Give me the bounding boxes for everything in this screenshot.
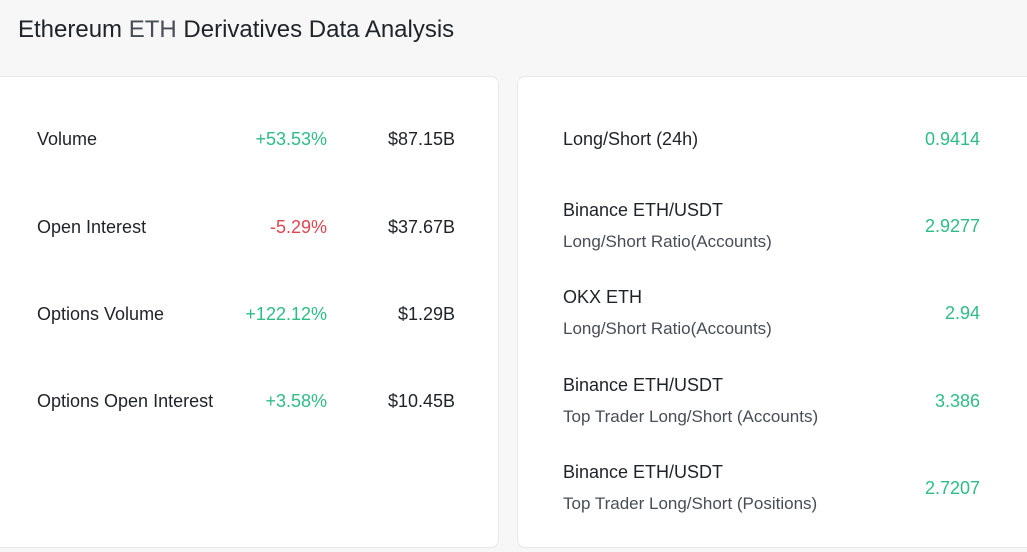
metric-change: +122.12%: [245, 304, 327, 324]
ratio-value: 2.7207: [924, 478, 980, 498]
ratio-name: Binance ETH/USDT: [563, 375, 724, 395]
ratio-subtitle: Long/Short Ratio(Accounts): [563, 232, 772, 251]
ratio-value: 3.386: [934, 391, 980, 411]
metric-value: $37.67B: [387, 217, 455, 237]
metric-value: $10.45B: [387, 391, 455, 411]
long-short-card: Long/Short (24h) 0.9414 Binance ETH/USDT…: [517, 76, 1027, 548]
metric-change: -5.29%: [269, 217, 327, 237]
ratio-subtitle: Top Trader Long/Short (Positions): [563, 494, 818, 513]
metric-name: Options Volume: [37, 304, 165, 324]
ratio-name: Long/Short (24h): [563, 129, 699, 149]
ratio-value: 2.9277: [924, 216, 980, 236]
ratio-subtitle: Long/Short Ratio(Accounts): [563, 319, 772, 338]
metric-change: +53.53%: [255, 129, 327, 149]
metric-name: Volume: [37, 129, 98, 149]
metric-name: Open Interest: [37, 217, 147, 237]
metric-row-open-interest: Open Interest -5.29% $37.67B: [0, 207, 498, 247]
ratio-value: 2.94: [944, 303, 980, 323]
metric-row-options-volume: Options Volume +122.12% $1.29B: [0, 294, 498, 334]
title-suffix: Derivatives Data Analysis: [183, 16, 455, 43]
ratio-name: OKX ETH: [563, 287, 643, 307]
title-ticker: ETH: [128, 16, 177, 43]
ratio-value: 0.9414: [924, 129, 980, 149]
ratio-name: Binance ETH/USDT: [563, 200, 724, 220]
metric-row-options-open-interest: Options Open Interest +3.58% $10.45B: [0, 381, 498, 421]
page-title: Ethereum ETH Derivatives Data Analysis: [18, 16, 454, 44]
metric-name: Options Open Interest: [37, 391, 214, 411]
metric-row-volume: Volume +53.53% $87.15B: [0, 119, 498, 159]
ratio-subtitle: Top Trader Long/Short (Accounts): [563, 407, 819, 426]
market-metrics-card: Volume +53.53% $87.15B Open Interest -5.…: [0, 76, 499, 548]
metric-change: +3.58%: [265, 391, 327, 411]
ratio-name: Binance ETH/USDT: [563, 462, 724, 482]
title-coin: Ethereum: [18, 16, 123, 43]
metric-value: $87.15B: [387, 129, 455, 149]
metric-value: $1.29B: [397, 304, 455, 324]
